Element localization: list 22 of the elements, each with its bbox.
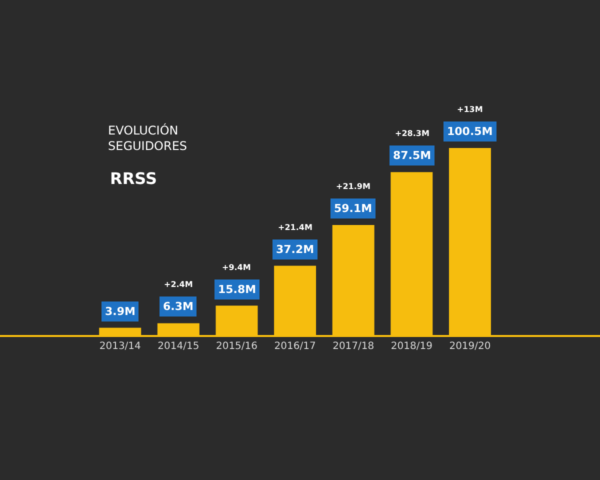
x-tick-label: 2016/17	[274, 341, 316, 352]
x-tick-label: 2013/14	[99, 341, 141, 352]
data-label: 15.8M	[218, 283, 256, 296]
chart-title: EVOLUCIÓN SEGUIDORES	[108, 122, 188, 153]
x-tick-label: 2018/19	[390, 341, 432, 352]
data-label: 87.5M	[393, 149, 432, 162]
data-label: 6.3M	[163, 300, 194, 313]
annotation: +9.4M	[222, 263, 251, 272]
data-label: 3.9M	[105, 305, 136, 318]
x-tick-label: 2017/18	[332, 341, 374, 352]
data-label: 59.1M	[334, 202, 372, 215]
x-tick-label: 2015/16	[216, 341, 258, 352]
data-label: 100.5M	[447, 125, 493, 138]
annotation: +21.9M	[336, 182, 370, 191]
x-tick-label: 2014/15	[158, 341, 200, 352]
text: RRSS	[110, 169, 157, 188]
data-label: 37.2M	[276, 243, 314, 256]
annotation: +2.4M	[164, 280, 193, 289]
x-tick-label: 2019/20	[449, 341, 491, 352]
text: +13M	[457, 105, 483, 114]
text: +28.3M	[395, 129, 430, 138]
annotation: +21.4M	[278, 223, 312, 232]
